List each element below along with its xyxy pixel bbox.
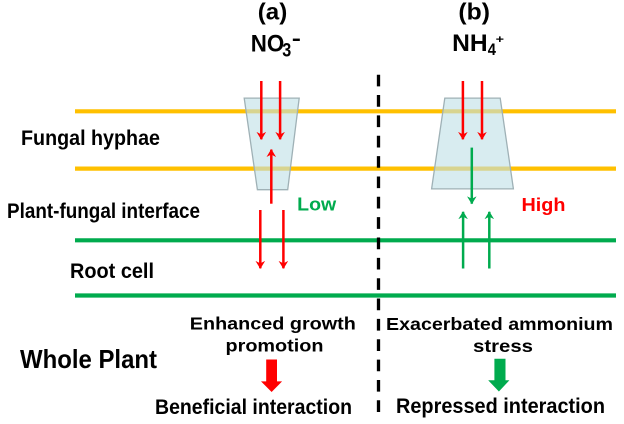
svg-text:Low: Low [297, 195, 337, 215]
svg-text:Fungal hyphae: Fungal hyphae [21, 126, 160, 150]
svg-text:+: + [496, 34, 505, 46]
svg-text:Enhanced growth: Enhanced growth [190, 313, 356, 333]
svg-text:Root cell: Root cell [70, 260, 154, 283]
svg-text:Whole Plant: Whole Plant [20, 344, 157, 374]
svg-text:NO: NO [251, 31, 284, 58]
svg-text:(a): (a) [258, 0, 288, 25]
svg-text:Plant-fungal interface: Plant-fungal interface [7, 200, 200, 223]
svg-text:Exacerbated ammonium: Exacerbated ammonium [386, 314, 613, 334]
svg-text:NH: NH [452, 30, 488, 57]
svg-text:(b): (b) [458, 0, 490, 25]
svg-text:stress: stress [473, 336, 533, 356]
svg-text:-: - [292, 28, 301, 50]
svg-text:4: 4 [488, 41, 497, 59]
svg-text:Beneficial interaction: Beneficial interaction [155, 396, 352, 419]
svg-text:High: High [522, 194, 566, 215]
svg-text:3: 3 [282, 40, 291, 62]
svg-text:Repressed interaction: Repressed interaction [396, 395, 605, 418]
svg-text:promotion: promotion [226, 336, 324, 356]
